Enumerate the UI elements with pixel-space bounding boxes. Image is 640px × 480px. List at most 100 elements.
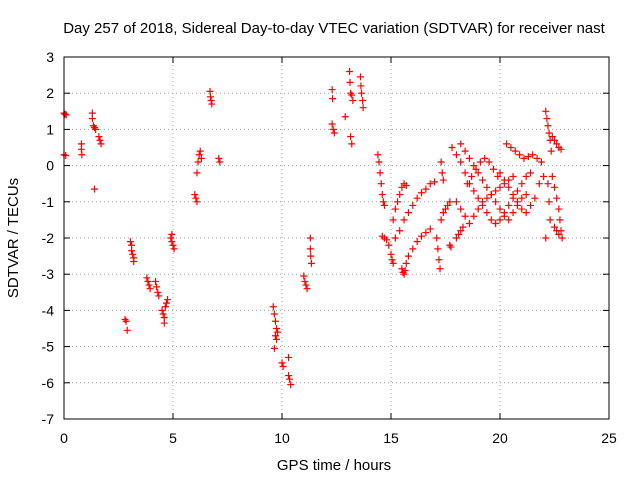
data-point xyxy=(500,212,508,220)
data-point xyxy=(164,296,172,304)
data-point xyxy=(452,234,460,242)
data-point xyxy=(270,310,278,318)
data-point xyxy=(97,140,105,148)
data-point xyxy=(377,180,385,188)
data-point xyxy=(479,198,487,206)
data-point xyxy=(494,172,502,180)
data-point xyxy=(402,259,410,267)
data-point xyxy=(465,154,473,162)
data-point xyxy=(457,227,465,235)
data-point xyxy=(302,281,310,289)
data-point xyxy=(159,310,167,318)
y-tick-label: -6 xyxy=(42,375,55,391)
data-point xyxy=(193,198,201,206)
data-point xyxy=(509,172,517,180)
data-point xyxy=(558,234,566,242)
data-point xyxy=(513,198,521,206)
data-point xyxy=(474,205,482,213)
data-point xyxy=(271,332,279,340)
data-point xyxy=(426,180,434,188)
data-point xyxy=(287,381,295,389)
data-point xyxy=(278,359,286,367)
data-point xyxy=(479,176,487,184)
data-point xyxy=(270,344,278,352)
data-point xyxy=(520,154,528,162)
data-point xyxy=(216,158,224,166)
data-point xyxy=(341,113,349,121)
data-point xyxy=(359,96,367,104)
data-point xyxy=(481,154,489,162)
data-point xyxy=(439,176,447,184)
data-point xyxy=(437,158,445,166)
data-point xyxy=(61,110,69,118)
data-point xyxy=(426,225,434,233)
data-point xyxy=(273,335,281,343)
data-point xyxy=(537,158,545,166)
data-point xyxy=(509,209,517,217)
data-point xyxy=(533,154,541,162)
data-point xyxy=(88,115,96,123)
data-point xyxy=(461,147,469,155)
data-point xyxy=(206,93,214,101)
x-tick-label: 5 xyxy=(169,430,177,446)
data-point xyxy=(307,252,315,260)
data-point xyxy=(470,212,478,220)
data-point xyxy=(522,191,530,199)
data-point xyxy=(197,154,205,162)
data-point xyxy=(357,82,365,90)
data-point xyxy=(348,91,356,99)
data-point xyxy=(396,227,404,235)
data-point xyxy=(474,194,482,202)
data-point xyxy=(496,216,504,224)
data-point xyxy=(161,303,169,311)
data-point xyxy=(271,317,279,325)
data-point xyxy=(555,205,563,213)
data-point xyxy=(388,256,396,264)
data-point xyxy=(328,120,336,128)
data-point xyxy=(543,115,551,123)
data-point xyxy=(518,205,526,213)
data-point xyxy=(527,201,535,209)
data-point xyxy=(446,198,454,206)
y-tick-labels: -7 -6 -5 -4 -3 -2 -1 0 1 2 3 xyxy=(42,49,55,427)
data-point xyxy=(503,140,511,148)
data-point xyxy=(553,140,561,148)
data-point xyxy=(286,375,294,383)
data-point xyxy=(551,223,558,231)
data-point xyxy=(330,129,338,137)
data-point xyxy=(522,172,530,180)
data-point xyxy=(437,216,445,224)
data-point xyxy=(483,194,491,202)
data-point xyxy=(192,194,200,202)
data-point xyxy=(78,151,86,159)
data-point xyxy=(208,100,216,108)
data-point xyxy=(145,281,153,289)
data-point xyxy=(557,145,565,153)
data-point xyxy=(375,158,383,166)
data-point xyxy=(505,183,513,191)
data-point xyxy=(273,325,281,332)
data-point xyxy=(398,183,406,191)
y-tick-label: -5 xyxy=(42,339,55,355)
y-tick-label: 0 xyxy=(46,158,54,174)
chart-title: Day 257 of 2018, Sidereal Day-to-day VTE… xyxy=(63,20,605,37)
data-point xyxy=(513,187,521,195)
data-point xyxy=(531,194,539,202)
data-point xyxy=(485,158,493,166)
data-point xyxy=(95,133,103,141)
data-point xyxy=(544,122,552,130)
data-point xyxy=(96,136,104,144)
data-point xyxy=(169,241,177,249)
data-point xyxy=(496,169,504,177)
data-point xyxy=(129,250,137,258)
data-point xyxy=(457,158,465,166)
data-point xyxy=(378,191,386,199)
y-tick-label: -7 xyxy=(42,411,55,427)
data-point xyxy=(551,136,558,144)
data-point xyxy=(153,283,161,291)
data-point xyxy=(435,256,443,264)
y-tick-label: 2 xyxy=(46,85,54,101)
data-point xyxy=(303,285,311,293)
data-point xyxy=(529,151,537,159)
data-point xyxy=(545,129,553,137)
